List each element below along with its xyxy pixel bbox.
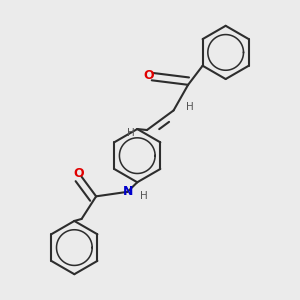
Text: N: N bbox=[122, 185, 133, 198]
Text: H: H bbox=[140, 191, 148, 201]
Text: H: H bbox=[127, 128, 134, 138]
Text: O: O bbox=[73, 167, 84, 180]
Text: O: O bbox=[143, 69, 154, 82]
Text: H: H bbox=[186, 103, 194, 112]
